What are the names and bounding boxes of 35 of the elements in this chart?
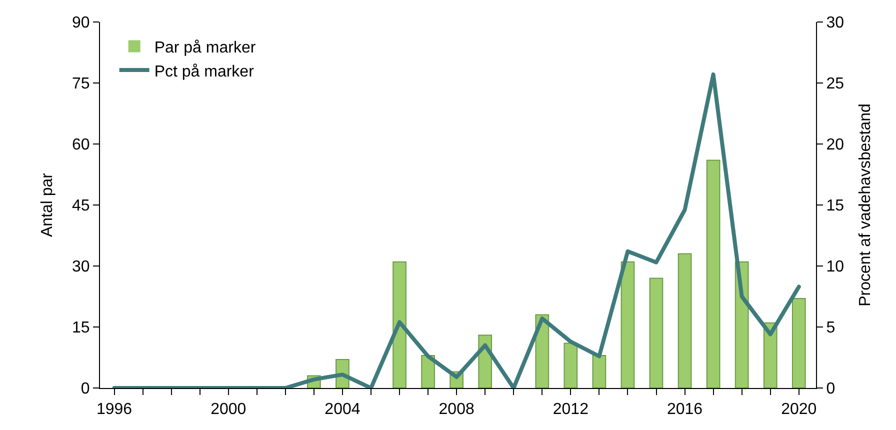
- y2-axis-title: Procent af vadehavsbestand: [856, 104, 874, 306]
- legend-label: Par på marker: [154, 39, 256, 56]
- y-tick-label: 45: [72, 198, 90, 215]
- x-tick-label: 1996: [96, 401, 132, 418]
- bar: [763, 322, 778, 388]
- x-tick-label: 2008: [438, 401, 474, 418]
- y2-tick-label: 25: [826, 76, 844, 93]
- x-tick-label: 2004: [324, 401, 360, 418]
- bar: [620, 261, 635, 388]
- y-tick-label: 90: [72, 14, 90, 32]
- y-tick-label: 15: [72, 320, 90, 337]
- y2-tick-label: 0: [826, 380, 836, 398]
- y-axis-title: Antal par: [38, 172, 56, 238]
- y2-tick-label: 10: [826, 258, 844, 276]
- bar: [678, 253, 692, 388]
- y-tick-label: 0: [80, 380, 90, 398]
- bar: [649, 278, 664, 388]
- x-tick-label: 2016: [666, 401, 703, 418]
- y-tick-label: 30: [72, 258, 90, 276]
- y2-tick-label: 15: [826, 198, 844, 215]
- bar: [564, 342, 578, 388]
- legend-label: Pct på marker: [154, 63, 255, 80]
- y2-tick-label: 5: [826, 320, 836, 337]
- bar: [792, 298, 806, 388]
- bar: [706, 160, 720, 388]
- y2-tick-label: 20: [826, 136, 844, 154]
- x-tick-label: 2020: [781, 401, 817, 418]
- y-tick-label: 75: [72, 76, 90, 93]
- bar: [592, 354, 606, 388]
- y-tick-label: 60: [72, 136, 90, 154]
- bar: [421, 354, 435, 388]
- x-tick-label: 2012: [552, 401, 589, 418]
- x-tick-label: 2000: [210, 401, 246, 418]
- bar: [392, 261, 406, 388]
- y2-tick-label: 30: [826, 14, 844, 32]
